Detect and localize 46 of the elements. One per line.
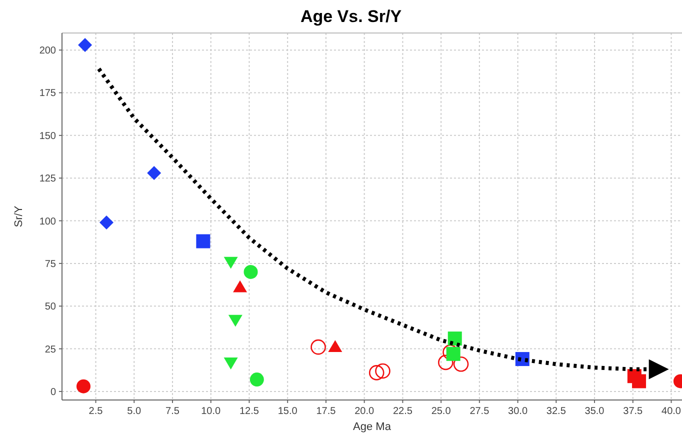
- point: [632, 374, 646, 388]
- x-tick-label: 20.0: [354, 406, 374, 417]
- x-axis-title: Age Ma: [353, 421, 392, 433]
- chart-title: Age Vs. Sr/Y: [300, 7, 402, 26]
- y-tick-label: 100: [39, 216, 56, 228]
- y-axis-title: Sr/Y: [13, 205, 25, 228]
- y-tick-label: 200: [39, 46, 56, 57]
- y-tick-label: 25: [44, 344, 56, 356]
- x-tick-label: 27.5: [470, 406, 490, 417]
- x-tick-label: 12.5: [239, 406, 260, 417]
- point: [375, 363, 390, 379]
- point: [78, 38, 92, 52]
- x-tick-label: 17.5: [316, 406, 336, 417]
- x-tick-label: 30.0: [508, 406, 528, 417]
- point: [310, 339, 326, 355]
- x-tick-label: 25.0: [431, 406, 452, 417]
- y-tick-label: 150: [39, 130, 56, 142]
- point: [147, 166, 162, 180]
- point: [446, 346, 460, 361]
- x-tick-label: 22.5: [392, 406, 413, 417]
- point: [224, 256, 238, 269]
- point: [100, 215, 114, 230]
- point: [453, 356, 469, 372]
- y-tick-label: 175: [39, 88, 56, 100]
- point: [250, 372, 264, 387]
- x-tick-label: 40.0: [662, 406, 682, 417]
- x-tick-label: 15.0: [278, 406, 298, 417]
- y-tick-label: 125: [39, 174, 56, 185]
- point: [224, 358, 238, 370]
- y-tick-label: 0: [50, 386, 56, 398]
- point: [368, 365, 384, 380]
- x-tick-label: 37.5: [623, 406, 644, 417]
- point: [244, 264, 258, 279]
- point: [328, 340, 342, 352]
- point: [228, 314, 242, 327]
- x-tick-label: 32.5: [546, 406, 566, 417]
- x-tick-label: 7.5: [166, 406, 180, 417]
- point: [233, 280, 248, 292]
- point: [438, 354, 454, 370]
- y-tick-label: 50: [44, 302, 56, 313]
- point: [196, 234, 210, 248]
- x-tick-label: 2.5: [88, 406, 104, 417]
- x-tick-label: 35.0: [584, 406, 605, 417]
- x-tick-label: 5.0: [127, 406, 142, 417]
- y-tick-label: 75: [44, 258, 56, 270]
- x-tick-label: 10.0: [201, 406, 222, 417]
